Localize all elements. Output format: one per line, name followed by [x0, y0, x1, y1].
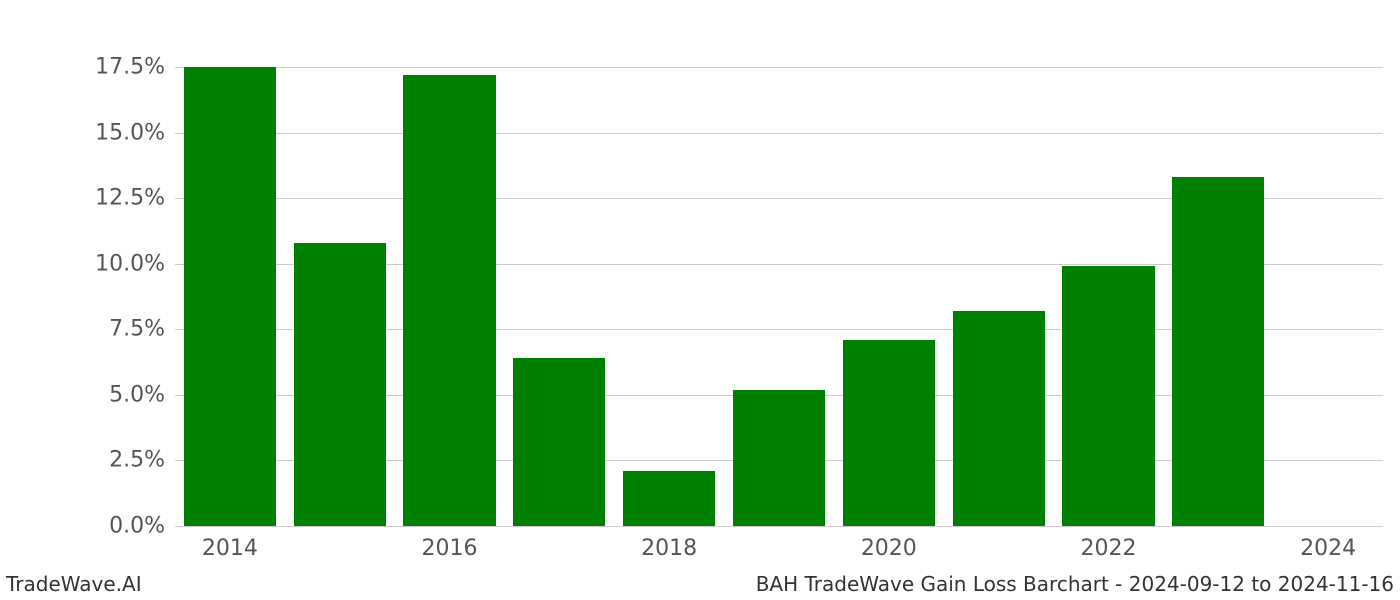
footer-left-label: TradeWave.AI [6, 572, 142, 596]
grid-line [175, 133, 1383, 134]
grid-line [175, 67, 1383, 68]
y-tick-label: 5.0% [109, 382, 175, 407]
y-tick-label: 15.0% [95, 120, 175, 145]
x-tick-label: 2018 [641, 526, 697, 561]
y-tick-label: 17.5% [95, 54, 175, 79]
bar [623, 471, 715, 526]
x-tick-label: 2024 [1300, 526, 1356, 561]
x-tick-label: 2020 [861, 526, 917, 561]
y-tick-label: 2.5% [109, 448, 175, 473]
bar [294, 243, 386, 526]
plot-area: 0.0%2.5%5.0%7.5%10.0%12.5%15.0%17.5%2014… [175, 46, 1383, 526]
y-tick-label: 0.0% [109, 514, 175, 539]
chart-container: 0.0% 2.5% 5.0% 7.5% 10.0% 12.5% 15.0% 17.5% 2014… [0, 0, 1400, 600]
x-tick-label: 2014 [202, 526, 258, 561]
grid-line [175, 526, 1383, 527]
footer-right-label: BAH TradeWave Gain Loss Barchart - 2024-… [756, 572, 1394, 596]
bar [403, 75, 495, 526]
y-tick-label: 10.0% [95, 251, 175, 276]
x-tick-label: 2016 [422, 526, 478, 561]
bar [184, 67, 276, 526]
bar [953, 311, 1045, 526]
bar [733, 390, 825, 526]
bar [513, 358, 605, 526]
x-tick-label: 2022 [1080, 526, 1136, 561]
bar [843, 340, 935, 526]
bar [1062, 266, 1154, 526]
y-tick-label: 7.5% [109, 317, 175, 342]
bar [1172, 177, 1264, 526]
y-tick-label: 12.5% [95, 186, 175, 211]
